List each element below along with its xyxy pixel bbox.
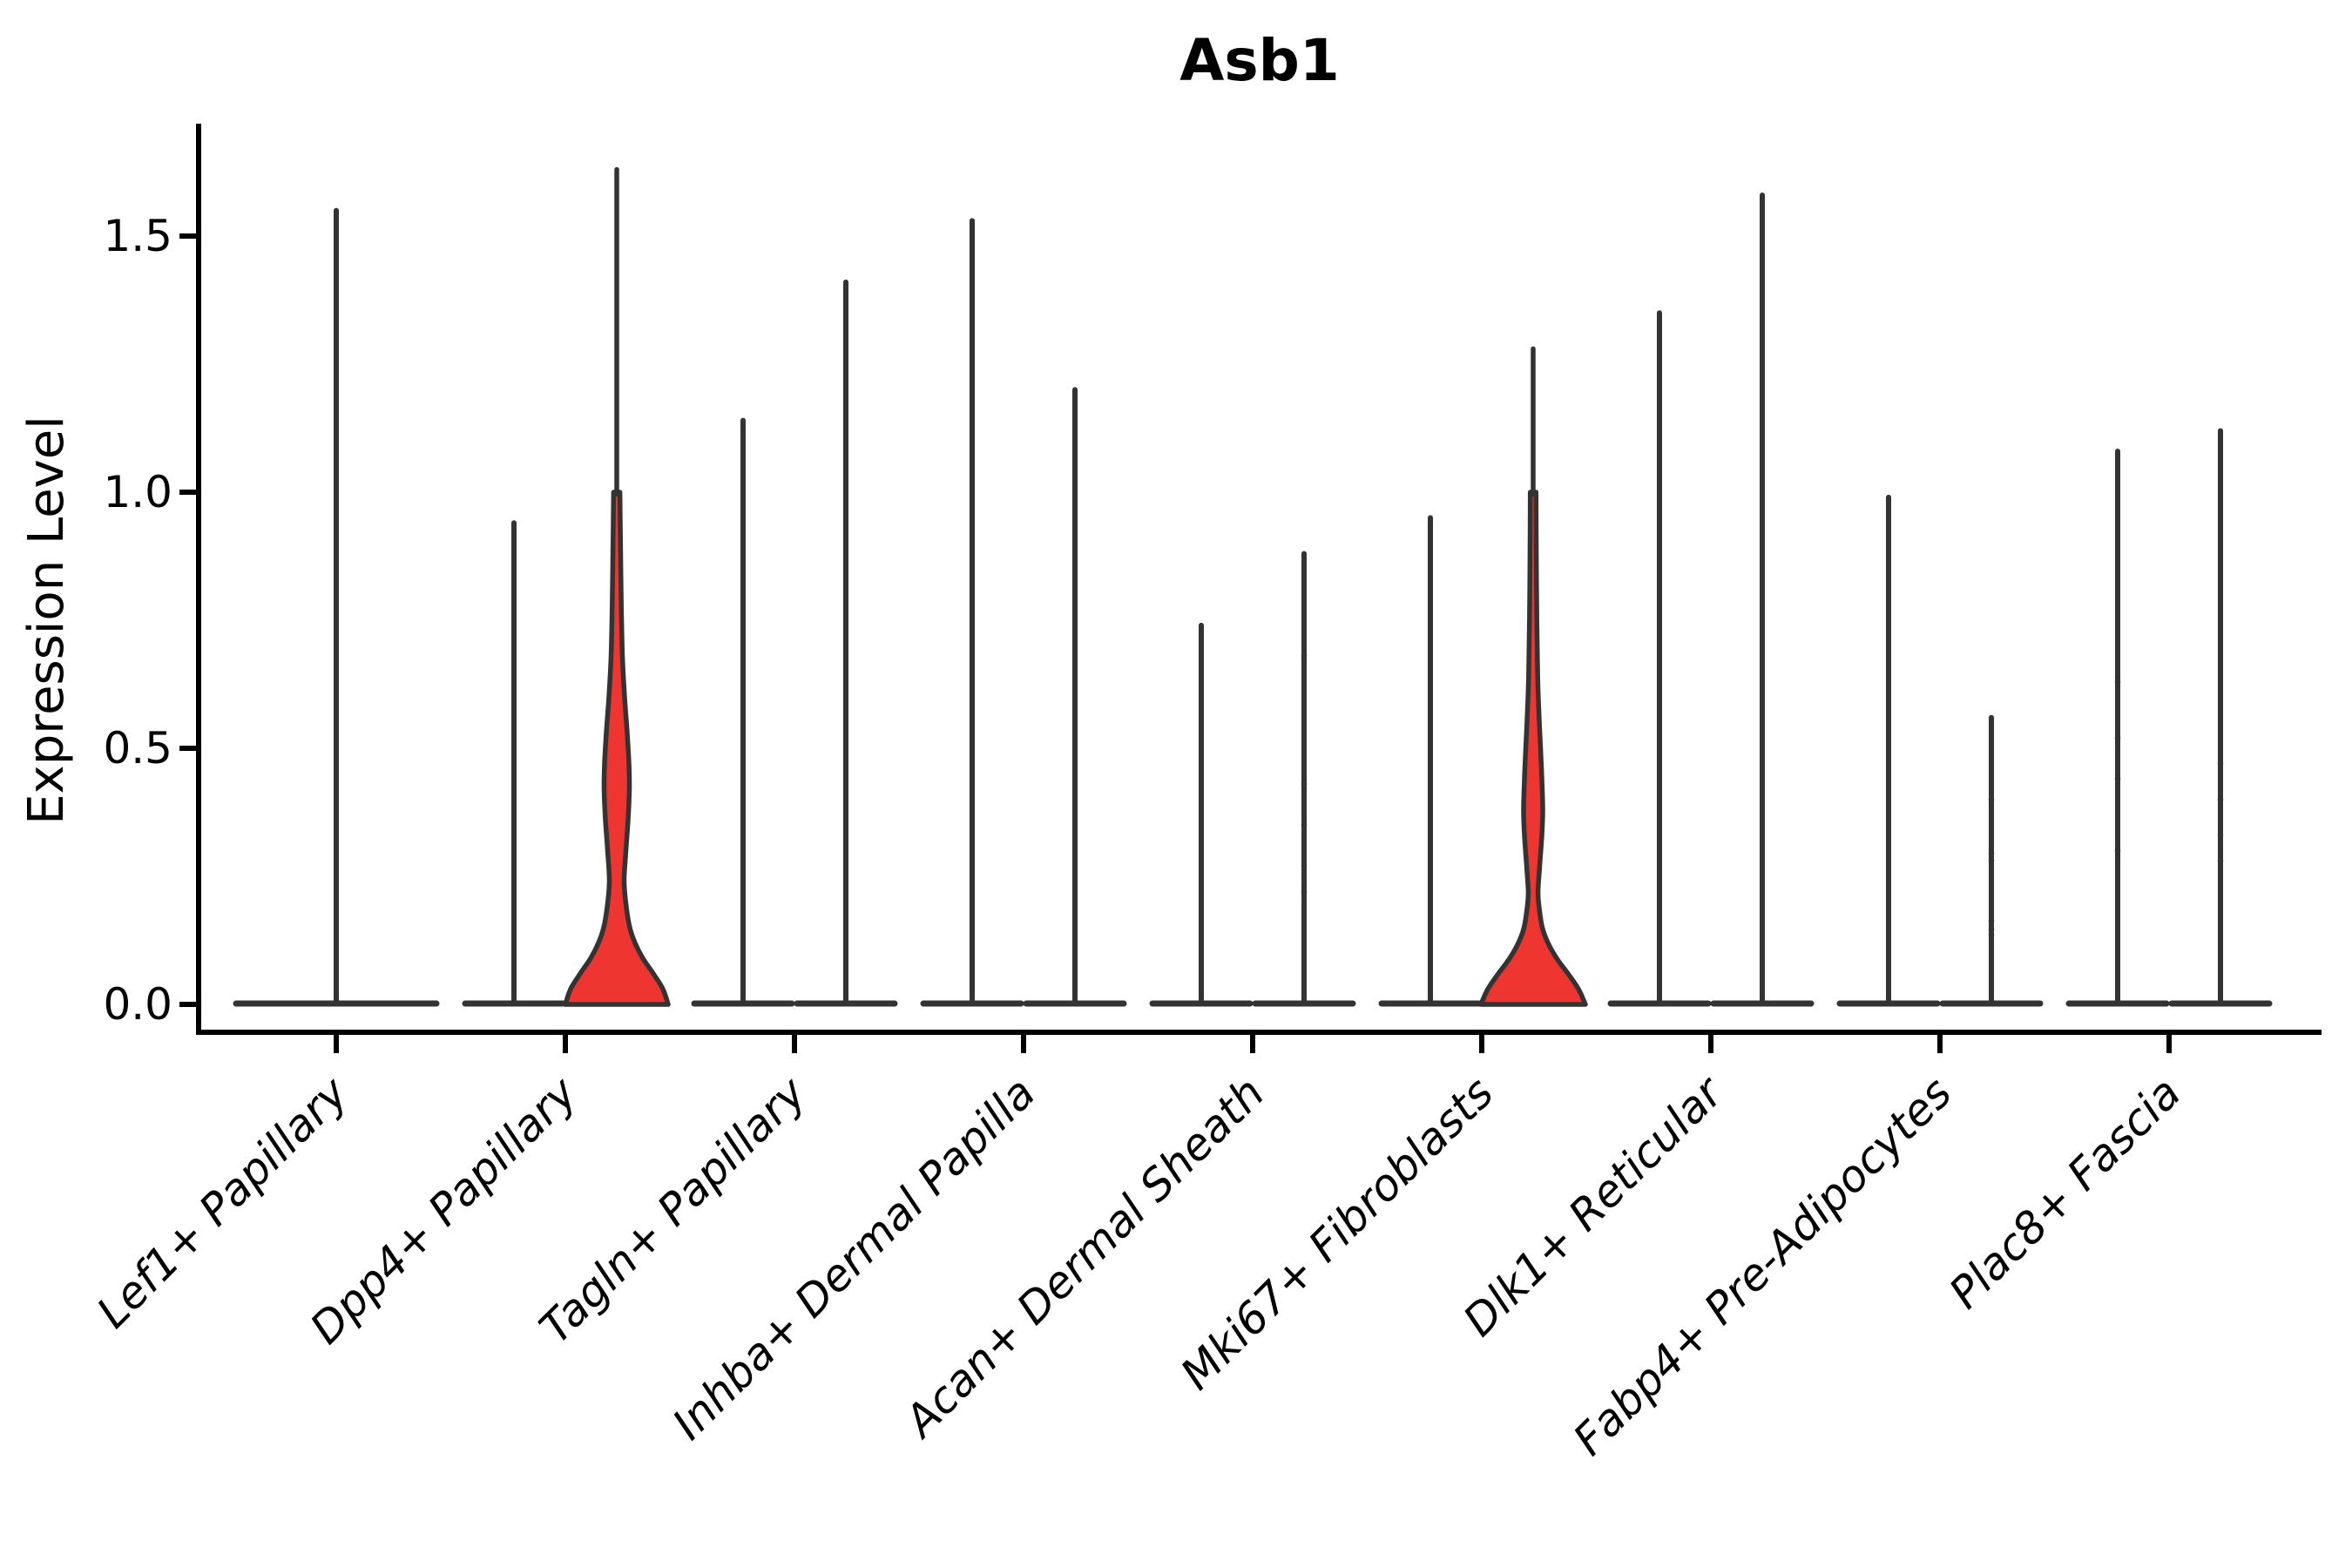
- violin-point: [1301, 862, 1308, 869]
- y-tick-label: 1.0: [103, 467, 172, 517]
- chart-title: Asb1: [1179, 27, 1340, 94]
- y-tick-label: 0.0: [103, 979, 172, 1030]
- y-tick-label: 0.5: [103, 723, 172, 774]
- violin-point: [2217, 857, 2224, 864]
- violin-point: [1988, 917, 1995, 924]
- violin-point: [1301, 821, 1308, 828]
- violin-point: [2114, 848, 2121, 854]
- y-axis-label: Expression Level: [18, 416, 75, 825]
- x-tick-label: Inhba+ Dermal Papilla: [663, 1067, 1044, 1449]
- x-tick-label: Lef1+ Papillary: [87, 1066, 358, 1337]
- violin-point: [1301, 781, 1308, 787]
- x-tick-label: Plac8+ Fascia: [1940, 1067, 2191, 1318]
- violin-point: [2114, 679, 2121, 685]
- violin-point: [2217, 832, 2224, 839]
- violin-layer: [233, 166, 2273, 1007]
- violin-point: [1988, 796, 1995, 803]
- violin-point: [2217, 760, 2224, 767]
- violin-body-filled: [563, 490, 671, 1007]
- x-tick-label: Acan+ Dermal Sheath: [894, 1067, 1274, 1448]
- violin-point: [1301, 652, 1308, 659]
- violin-point: [2114, 734, 2121, 741]
- violin-body-filled: [1478, 490, 1588, 1007]
- violin-point: [1988, 926, 1995, 933]
- violin-point: [1988, 850, 1995, 856]
- violin-point: [2217, 796, 2224, 803]
- violin-point: [1988, 931, 1995, 938]
- violin-point: [1301, 889, 1308, 896]
- x-tick-label: Fabp4+ Pre-Adipocytes: [1564, 1067, 1962, 1465]
- violin-point: [1988, 857, 1995, 864]
- y-tick-label: 1.5: [103, 211, 172, 261]
- violin-point: [2114, 775, 2121, 782]
